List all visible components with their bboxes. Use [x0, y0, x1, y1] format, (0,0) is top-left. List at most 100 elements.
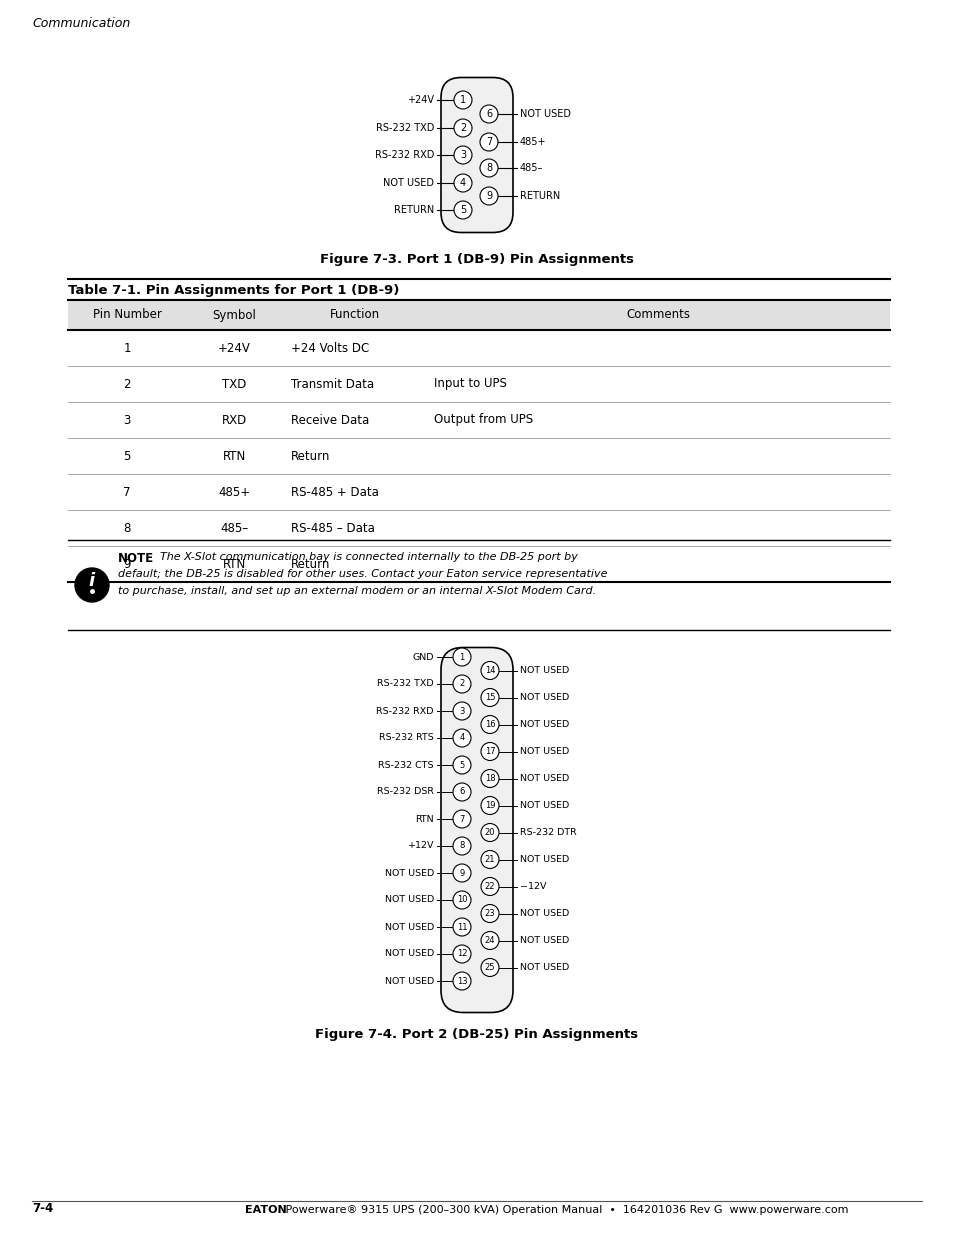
Text: 12: 12: [456, 950, 467, 958]
Text: default; the DB-25 is disabled for other uses. Contact your Eaton service repres: default; the DB-25 is disabled for other…: [118, 569, 607, 579]
Text: 15: 15: [484, 693, 495, 701]
Text: 1: 1: [459, 652, 464, 662]
Text: Comments: Comments: [625, 309, 689, 321]
Text: 22: 22: [484, 882, 495, 890]
Circle shape: [454, 119, 472, 137]
Text: RTN: RTN: [415, 815, 434, 824]
Text: Function: Function: [329, 309, 379, 321]
Circle shape: [480, 931, 498, 950]
Text: NOT USED: NOT USED: [519, 666, 569, 676]
Text: 6: 6: [458, 788, 464, 797]
Circle shape: [454, 146, 472, 164]
Text: Figure 7-4. Port 2 (DB-25) Pin Assignments: Figure 7-4. Port 2 (DB-25) Pin Assignmen…: [315, 1028, 638, 1041]
Circle shape: [480, 662, 498, 679]
Text: RS-232 RXD: RS-232 RXD: [376, 706, 434, 715]
Circle shape: [480, 904, 498, 923]
Text: +24V: +24V: [218, 342, 251, 354]
Circle shape: [453, 701, 471, 720]
Text: 13: 13: [456, 977, 467, 986]
Text: RS-232 TXD: RS-232 TXD: [375, 124, 434, 133]
Text: 1: 1: [459, 95, 466, 105]
Circle shape: [480, 824, 498, 841]
Text: 5: 5: [459, 205, 466, 215]
Circle shape: [453, 648, 471, 666]
Text: +24 Volts DC: +24 Volts DC: [291, 342, 369, 354]
Text: 485+: 485+: [519, 137, 546, 147]
Text: 10: 10: [456, 895, 467, 904]
Text: 5: 5: [459, 761, 464, 769]
Text: 2: 2: [123, 378, 131, 390]
Text: 19: 19: [484, 802, 495, 810]
Text: 8: 8: [458, 841, 464, 851]
Text: 3: 3: [458, 706, 464, 715]
Circle shape: [479, 186, 497, 205]
Text: 25: 25: [484, 963, 495, 972]
Text: RS-232 TXD: RS-232 TXD: [377, 679, 434, 688]
Text: 4: 4: [459, 734, 464, 742]
Text: Output from UPS: Output from UPS: [434, 414, 533, 426]
Circle shape: [453, 676, 471, 693]
Text: RS-232 CTS: RS-232 CTS: [378, 761, 434, 769]
Text: Figure 7-3. Port 1 (DB-9) Pin Assignments: Figure 7-3. Port 1 (DB-9) Pin Assignment…: [319, 253, 634, 266]
Text: 6: 6: [485, 109, 492, 119]
Circle shape: [454, 174, 472, 191]
Text: RTN: RTN: [223, 557, 246, 571]
Text: 9: 9: [485, 191, 492, 201]
Text: 2: 2: [459, 124, 466, 133]
Text: RS-232 RXD: RS-232 RXD: [375, 149, 434, 161]
Text: 485–: 485–: [220, 521, 249, 535]
Text: RTN: RTN: [223, 450, 246, 462]
Text: 2: 2: [459, 679, 464, 688]
Text: 23: 23: [484, 909, 495, 918]
Text: NOT USED: NOT USED: [384, 950, 434, 958]
Text: 14: 14: [484, 666, 495, 676]
Text: RS-485 – Data: RS-485 – Data: [291, 521, 375, 535]
Text: Receive Data: Receive Data: [291, 414, 369, 426]
Text: NOT USED: NOT USED: [519, 855, 569, 864]
Text: RS-232 RTS: RS-232 RTS: [379, 734, 434, 742]
Text: NOT USED: NOT USED: [519, 747, 569, 756]
Circle shape: [479, 105, 497, 124]
Circle shape: [453, 783, 471, 802]
Text: RS-485 + Data: RS-485 + Data: [291, 485, 378, 499]
Text: NOT USED: NOT USED: [384, 868, 434, 878]
Text: +24V: +24V: [407, 95, 434, 105]
Circle shape: [454, 91, 472, 109]
Circle shape: [453, 918, 471, 936]
Text: NOT USED: NOT USED: [519, 936, 569, 945]
Text: −12V: −12V: [519, 882, 546, 890]
Circle shape: [453, 837, 471, 855]
Circle shape: [480, 769, 498, 788]
FancyBboxPatch shape: [440, 78, 513, 232]
Text: RETURN: RETURN: [519, 191, 559, 201]
Text: NOT USED: NOT USED: [519, 802, 569, 810]
Text: NOT USED: NOT USED: [519, 963, 569, 972]
Text: TXD: TXD: [222, 378, 247, 390]
Circle shape: [480, 797, 498, 815]
Text: NOT USED: NOT USED: [382, 178, 434, 188]
Text: 485–: 485–: [519, 163, 543, 173]
Text: 21: 21: [484, 855, 495, 864]
Text: 8: 8: [485, 163, 492, 173]
Circle shape: [453, 729, 471, 747]
Text: 5: 5: [123, 450, 131, 462]
Text: NOT USED: NOT USED: [519, 774, 569, 783]
Text: RS-232 DTR: RS-232 DTR: [519, 827, 577, 837]
Text: Return: Return: [291, 557, 330, 571]
Text: NOT USED: NOT USED: [384, 977, 434, 986]
Text: 24: 24: [484, 936, 495, 945]
Text: i: i: [89, 572, 95, 590]
Circle shape: [479, 159, 497, 177]
Circle shape: [75, 568, 109, 601]
Text: +12V: +12V: [407, 841, 434, 851]
Text: GND: GND: [412, 652, 434, 662]
Text: Communication: Communication: [32, 17, 131, 30]
Text: 8: 8: [123, 521, 131, 535]
Circle shape: [453, 810, 471, 827]
Circle shape: [453, 945, 471, 963]
Circle shape: [480, 958, 498, 977]
Text: Transmit Data: Transmit Data: [291, 378, 374, 390]
Text: Symbol: Symbol: [213, 309, 256, 321]
Text: NOT USED: NOT USED: [384, 923, 434, 931]
Text: The X-Slot communication bay is connected internally to the DB-25 port by: The X-Slot communication bay is connecte…: [160, 552, 578, 562]
